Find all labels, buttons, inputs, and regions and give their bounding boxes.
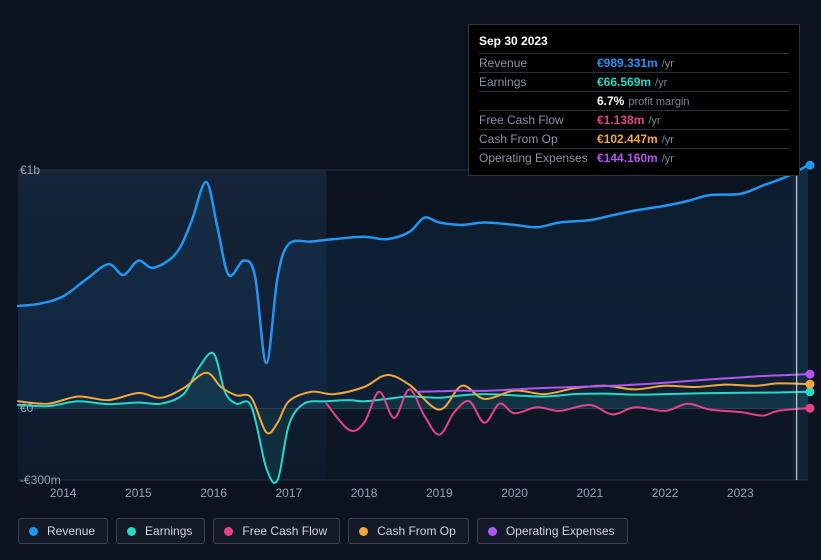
legend-item-free-cash-flow[interactable]: Free Cash Flow: [213, 518, 340, 544]
y-axis-label: €1b: [20, 163, 40, 177]
x-axis-label: 2022: [652, 486, 679, 500]
x-axis-label: 2021: [576, 486, 603, 500]
legend-item-operating-expenses[interactable]: Operating Expenses: [477, 518, 628, 544]
tooltip-row: Revenue€989.331m/yr: [479, 53, 789, 72]
tooltip-row-value: €102.447m/yr: [597, 132, 674, 146]
tooltip-row-label: Revenue: [479, 56, 597, 70]
legend: Revenue Earnings Free Cash Flow Cash From O…: [18, 518, 628, 544]
chart-container: Sep 30 2023 Revenue€989.331m/yrEarnings€…: [0, 0, 821, 560]
tooltip-date: Sep 30 2023: [479, 31, 789, 53]
tooltip-row: Cash From Op€102.447m/yr: [479, 129, 789, 148]
x-axis-label: 2017: [275, 486, 302, 500]
tooltip-row-value: €66.569m/yr: [597, 75, 667, 89]
legend-label: Cash From Op: [377, 524, 456, 538]
y-axis-label: €0: [20, 401, 33, 415]
tooltip-row: Free Cash Flow€1.138m/yr: [479, 110, 789, 129]
tooltip-row-label: Operating Expenses: [479, 151, 597, 165]
x-axis-label: 2023: [727, 486, 754, 500]
legend-label: Earnings: [145, 524, 192, 538]
x-axis-label: 2015: [125, 486, 152, 500]
legend-dot: [127, 527, 136, 536]
tooltip-row-value: €144.160m/yr: [597, 151, 674, 165]
legend-item-revenue[interactable]: Revenue: [18, 518, 108, 544]
tooltip-panel: Sep 30 2023 Revenue€989.331m/yrEarnings€…: [468, 24, 800, 176]
tooltip-row: Earnings€66.569m/yr: [479, 72, 789, 91]
tooltip-row-extra: 6.7%profit margin: [479, 91, 789, 110]
tooltip-row: Operating Expenses€144.160m/yr: [479, 148, 789, 167]
legend-label: Revenue: [47, 524, 95, 538]
legend-item-cash-from-op[interactable]: Cash From Op: [348, 518, 469, 544]
tooltip-row-value: €989.331m/yr: [597, 56, 674, 70]
x-axis-label: 2014: [50, 486, 77, 500]
x-axis-label: 2020: [501, 486, 528, 500]
legend-item-earnings[interactable]: Earnings: [116, 518, 205, 544]
legend-label: Free Cash Flow: [242, 524, 327, 538]
y-axis-label: -€300m: [20, 473, 61, 487]
tooltip-row-label: Earnings: [479, 75, 597, 89]
x-axis-label: 2019: [426, 486, 453, 500]
tooltip-row-label: Cash From Op: [479, 132, 597, 146]
tooltip-row-value: €1.138m/yr: [597, 113, 661, 127]
legend-dot: [29, 527, 38, 536]
legend-dot: [488, 527, 497, 536]
legend-dot: [359, 527, 368, 536]
tooltip-row-label: Free Cash Flow: [479, 113, 597, 127]
legend-label: Operating Expenses: [506, 524, 615, 538]
x-axis-label: 2016: [200, 486, 227, 500]
legend-dot: [224, 527, 233, 536]
x-axis-label: 2018: [351, 486, 378, 500]
